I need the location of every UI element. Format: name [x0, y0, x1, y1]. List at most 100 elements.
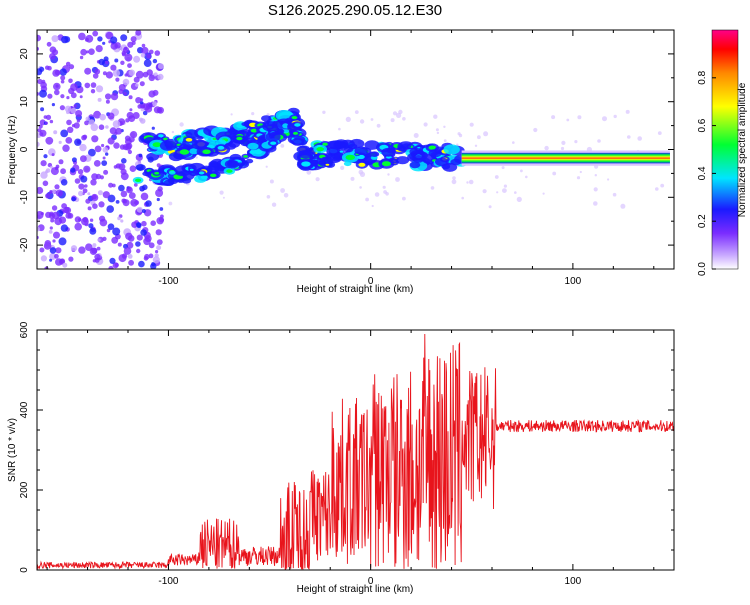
ridge-core — [325, 163, 330, 166]
noise-speckle — [87, 192, 91, 196]
noise-speckle — [660, 183, 665, 188]
noise-speckle — [155, 229, 162, 236]
noise-speckle — [477, 135, 481, 140]
y-tick-label: 0 — [19, 567, 30, 573]
noise-speckle — [95, 173, 102, 180]
noise-speckle — [62, 262, 68, 268]
noise-speckle — [127, 149, 132, 155]
noise-speckle — [115, 200, 120, 204]
noise-speckle — [84, 82, 91, 89]
noise-speckle — [51, 35, 59, 43]
noise-speckle — [58, 140, 62, 144]
noise-speckle — [59, 68, 67, 76]
ridge-core — [158, 134, 164, 138]
noise-speckle — [120, 172, 129, 181]
noise-speckle — [78, 246, 86, 254]
noise-speckle — [88, 148, 96, 157]
noise-speckle — [156, 163, 161, 168]
noise-speckle — [51, 103, 56, 107]
noise-speckle — [74, 178, 81, 184]
noise-speckle — [612, 192, 617, 197]
noise-speckle — [53, 231, 60, 239]
ridge-blob — [224, 159, 239, 169]
x-tick-label: 100 — [565, 576, 582, 587]
ridge-core — [135, 178, 142, 182]
noise-speckle — [145, 200, 152, 207]
noise-speckle — [152, 256, 160, 264]
noise-speckle — [533, 127, 538, 133]
noise-speckle — [45, 168, 51, 173]
noise-speckle — [88, 119, 95, 126]
noise-speckle — [136, 248, 141, 254]
noise-speckle — [54, 89, 60, 96]
noise-speckle — [108, 182, 114, 188]
noise-speckle — [443, 139, 447, 143]
noise-speckle — [620, 203, 626, 209]
noise-speckle — [60, 179, 68, 186]
noise-speckle — [71, 157, 77, 163]
ridge-core — [294, 123, 301, 127]
noise-speckle — [125, 232, 133, 240]
noise-speckle — [79, 55, 84, 60]
noise-speckle — [133, 183, 138, 187]
noise-speckle — [152, 58, 158, 64]
noise-speckle — [117, 242, 122, 247]
noise-speckle — [55, 189, 64, 197]
noise-speckle — [140, 101, 144, 105]
noise-speckle — [120, 34, 128, 42]
noise-speckle — [395, 177, 400, 182]
ridge-core — [293, 132, 298, 135]
noise-speckle — [94, 253, 101, 261]
colorbar-tick-label: 0.8 — [697, 70, 708, 84]
noise-speckle — [49, 211, 54, 217]
noise-speckle — [157, 73, 164, 80]
ridge-blob — [163, 179, 175, 186]
noise-speckle — [112, 227, 121, 236]
noise-speckle — [135, 97, 142, 104]
noise-speckle — [55, 258, 63, 266]
noise-speckle — [126, 241, 134, 249]
noise-speckle — [97, 238, 101, 242]
noise-speckle — [105, 99, 110, 104]
colorbar-tick-label: 0.6 — [697, 118, 708, 132]
noise-speckle — [157, 63, 164, 70]
noise-speckle — [128, 259, 135, 266]
noise-speckle — [90, 179, 97, 186]
noise-speckle — [140, 192, 149, 201]
noise-speckle — [153, 72, 158, 77]
noise-speckle — [130, 131, 138, 139]
noise-speckle — [156, 245, 162, 251]
noise-speckle — [359, 186, 362, 189]
noise-speckle — [89, 218, 94, 222]
noise-speckle — [82, 134, 88, 140]
noise-speckle — [85, 116, 90, 122]
noise-speckle — [350, 176, 355, 181]
noise-speckle — [49, 252, 57, 261]
noise-speckle — [120, 60, 125, 65]
ridge-core — [339, 150, 344, 153]
ridge-blob — [294, 139, 302, 145]
noise-speckle — [148, 90, 156, 98]
noise-speckle — [39, 132, 44, 137]
ridge-core — [243, 155, 248, 158]
noise-speckle — [129, 108, 133, 112]
noise-speckle — [112, 120, 121, 128]
noise-speckle — [122, 78, 130, 86]
noise-speckle — [168, 201, 173, 206]
ridge-blob — [261, 115, 272, 122]
colorbar-tick-label: 0.0 — [697, 262, 708, 276]
noise-speckle — [54, 253, 59, 259]
noise-speckle — [283, 193, 289, 198]
noise-speckle — [135, 241, 141, 247]
noise-speckle — [280, 188, 285, 193]
noise-speckle — [94, 145, 102, 153]
noise-speckle — [520, 169, 523, 173]
ridge-core — [198, 171, 205, 175]
noise-speckle — [542, 192, 545, 195]
noise-speckle — [370, 118, 374, 121]
noise-speckle — [45, 65, 50, 70]
noise-speckle — [133, 76, 140, 83]
noise-speckle — [107, 112, 115, 120]
colorbar-tick-label: 0.4 — [697, 166, 708, 180]
noise-speckle — [93, 110, 101, 119]
